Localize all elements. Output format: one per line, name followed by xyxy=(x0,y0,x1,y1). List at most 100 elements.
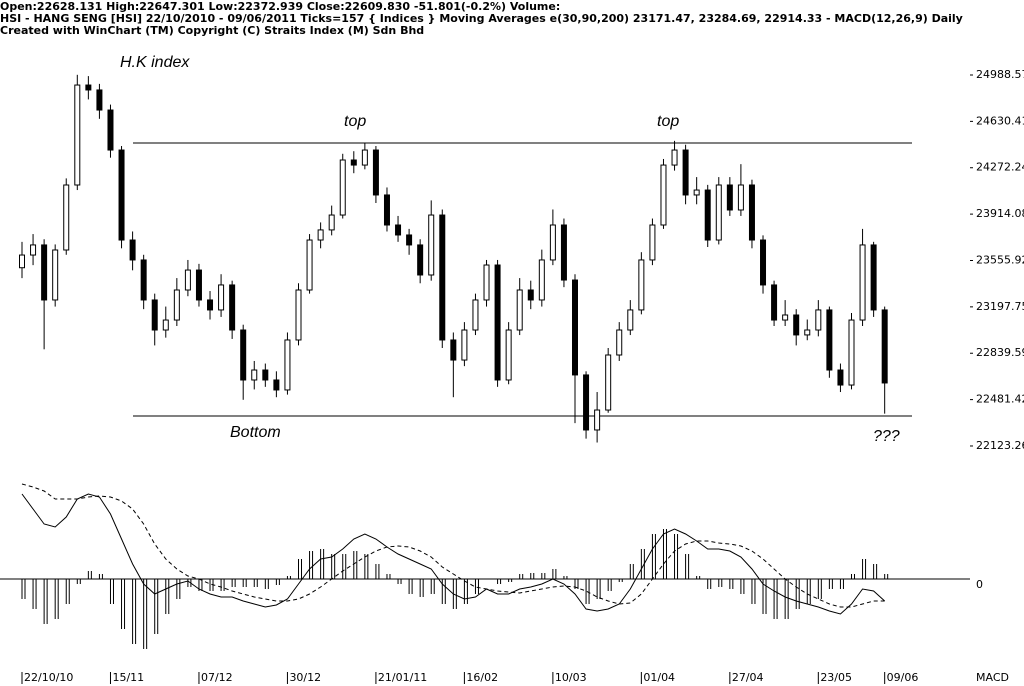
y-tick-label: 23914.08 xyxy=(976,207,1024,220)
x-tick-label: 30/12 xyxy=(289,671,321,684)
candle-body xyxy=(583,374,590,431)
candle-body xyxy=(428,214,435,276)
candle-body xyxy=(726,184,733,211)
y-tick-label: 23197.75 xyxy=(976,300,1024,313)
x-tick-label: 23/05 xyxy=(820,671,852,684)
candle-body xyxy=(848,319,855,386)
candle-body xyxy=(859,244,866,321)
candle-body xyxy=(361,149,368,166)
candle-body xyxy=(715,184,722,241)
y-tick-label: 23555.92 xyxy=(976,253,1024,266)
candle-body xyxy=(317,229,324,241)
y-tick-label: 24988.57 xyxy=(976,68,1024,81)
candle-body xyxy=(505,329,512,381)
candle-body xyxy=(450,339,457,361)
candle-body xyxy=(804,329,811,336)
candle-body xyxy=(793,314,800,336)
y-tick-label: 22839.59 xyxy=(976,346,1024,359)
candle-body xyxy=(395,224,402,236)
candle-body xyxy=(74,84,81,186)
x-tick-label: 16/02 xyxy=(466,671,498,684)
candle-body xyxy=(748,184,755,241)
candle-body xyxy=(96,89,103,111)
candle-body xyxy=(207,299,214,311)
candle-body xyxy=(218,284,225,311)
candle-body xyxy=(737,184,744,211)
header-line: Open:22628.131 High:22647.301 Low:22372.… xyxy=(0,0,560,13)
candle-body xyxy=(306,239,313,291)
candle-body xyxy=(704,189,711,241)
candle-body xyxy=(483,264,490,301)
candle-body xyxy=(30,244,37,256)
candle-body xyxy=(870,244,877,311)
candle-body xyxy=(162,319,169,331)
candle-body xyxy=(693,189,700,196)
x-tick-label: 01/04 xyxy=(643,671,675,684)
y-tick-label: 22481.42 xyxy=(976,393,1024,406)
candle-body xyxy=(782,314,789,321)
x-tick-label: 15/11 xyxy=(112,671,144,684)
panel-label: MACD xyxy=(976,671,1009,684)
annotation: H.K index xyxy=(120,54,190,71)
candle-body xyxy=(173,289,180,321)
annotation: Bottom xyxy=(230,424,281,441)
candle-body xyxy=(118,149,125,241)
candle-body xyxy=(837,369,844,386)
candle-body xyxy=(660,164,667,226)
candle-body xyxy=(638,259,645,311)
candle-body xyxy=(760,239,767,286)
candle-body xyxy=(472,299,479,331)
annotation: top xyxy=(657,113,679,130)
candle-body xyxy=(328,214,335,231)
candle-body xyxy=(549,224,556,261)
candle-body xyxy=(527,289,534,301)
candle-body xyxy=(240,329,247,381)
candle-body xyxy=(627,309,634,331)
x-tick-label: 27/04 xyxy=(732,671,764,684)
candle-body xyxy=(439,214,446,341)
candle-body xyxy=(372,149,379,196)
candle-body xyxy=(151,299,158,331)
candle-body xyxy=(195,269,202,301)
candle-body xyxy=(295,289,302,341)
y-tick-label: 24272.24 xyxy=(976,161,1024,174)
candle-body xyxy=(350,159,357,166)
candle-body xyxy=(140,259,147,301)
candle-body xyxy=(251,369,258,381)
candle-body xyxy=(107,109,114,151)
candle-body xyxy=(41,244,48,301)
x-tick-label: 22/10/10 xyxy=(24,671,73,684)
candle-body xyxy=(594,409,601,431)
candle-body xyxy=(560,224,567,281)
candle-body xyxy=(85,84,92,91)
annotation: top xyxy=(344,113,366,130)
candle-body xyxy=(605,354,612,411)
candle-body xyxy=(494,264,501,381)
candle-body xyxy=(616,329,623,356)
header-line: Created with WinChart (TM) Copyright (C)… xyxy=(0,24,424,37)
candle-body xyxy=(771,284,778,321)
macd-line xyxy=(21,483,885,608)
y-tick-label: 0 xyxy=(976,578,983,591)
candle-body xyxy=(19,254,25,269)
candle-body xyxy=(815,309,822,331)
candle-body xyxy=(649,224,656,261)
candle-body xyxy=(516,289,523,331)
y-tick-label: 24630.41 xyxy=(976,114,1024,127)
candle-body xyxy=(826,309,833,371)
candle-body xyxy=(262,369,269,381)
annotation: ??? xyxy=(873,428,900,445)
candle-body xyxy=(538,259,545,301)
candle-body xyxy=(417,244,424,276)
y-tick-label: 22123.26 xyxy=(976,439,1024,452)
candle-body xyxy=(184,269,191,291)
candle-body xyxy=(682,149,689,196)
candle-body xyxy=(881,309,888,384)
candle-body xyxy=(461,329,468,361)
candle-body xyxy=(284,339,291,391)
candle-body xyxy=(129,239,136,261)
candle-body xyxy=(52,249,59,301)
x-tick-label: 09/06 xyxy=(887,671,919,684)
